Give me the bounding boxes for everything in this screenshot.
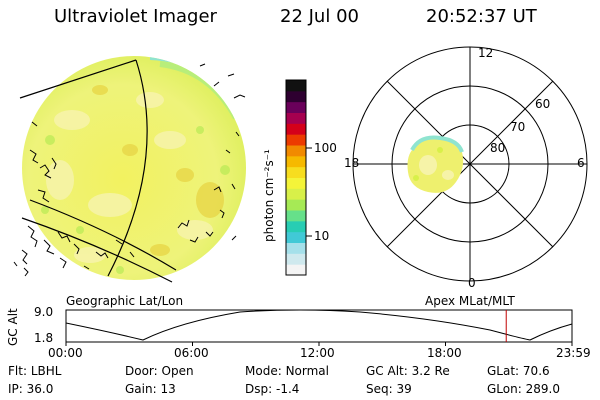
mlt-label-6: 6	[577, 156, 585, 170]
colorbar-cells	[286, 80, 306, 276]
dsp-value: -1.4	[275, 382, 300, 396]
gc-alt-ymax: 9.0	[34, 305, 54, 319]
gain-label: Gain:	[125, 382, 157, 396]
colorbar-cell	[286, 220, 306, 233]
colorbar-unit-label: photon cm⁻²s⁻¹	[262, 149, 276, 242]
dsp-field: Dsp: -1.4	[245, 382, 299, 396]
observation-date: 22 Jul 00	[280, 6, 359, 27]
mode-value: Normal	[285, 364, 329, 378]
altitude-plot	[65, 309, 573, 346]
colorbar-cell	[286, 264, 306, 276]
time-tick-1800: 18:00	[427, 346, 462, 360]
instrument-title: Ultraviolet Imager	[54, 6, 217, 27]
filter-field: Flt: LBHL	[8, 364, 61, 378]
mlt-label-18: 18	[344, 156, 360, 170]
dsp-label: Dsp:	[245, 382, 273, 396]
mode-field: Mode: Normal	[245, 364, 329, 378]
apex-caption: Apex MLat/MLT	[425, 294, 515, 308]
earth-image	[13, 56, 246, 283]
colorbar-cell	[286, 90, 306, 103]
colorbar-cell	[286, 155, 306, 168]
time-tick-0600: 06:00	[174, 346, 209, 360]
seq-label: Seq:	[366, 382, 393, 396]
colorbar-cell	[286, 166, 306, 178]
seq-field: Seq: 39	[366, 382, 412, 396]
time-tick-1200: 12:00	[300, 346, 335, 360]
colorbar-cell	[286, 210, 306, 222]
gain-value: 13	[160, 382, 176, 396]
glon-field: GLon: 289.0	[487, 382, 560, 396]
mlt-label-0: 0	[468, 276, 476, 290]
colorbar-cell	[286, 101, 306, 113]
glon-value: 289.0	[525, 382, 560, 396]
colorbar-tick-10: 10	[314, 229, 330, 243]
door-value: Open	[161, 364, 194, 378]
mode-label: Mode:	[245, 364, 282, 378]
gc-alt-ymin: 1.8	[34, 331, 54, 345]
colorbar-tick-100: 100	[314, 141, 337, 155]
gc-alt-value: 3.2 Re	[411, 364, 450, 378]
colorbar-cell	[286, 177, 306, 189]
ip-value: 36.0	[26, 382, 54, 396]
colorbar-cell	[286, 80, 306, 92]
seq-value: 39	[396, 382, 412, 396]
colorbar	[285, 79, 312, 276]
gc-alt-axis-label: GC Alt	[6, 308, 20, 346]
colorbar-cell	[286, 231, 306, 243]
glon-label: GLon:	[487, 382, 522, 396]
ip-label: IP:	[8, 382, 23, 396]
polar-plot	[352, 46, 588, 282]
colorbar-cell	[286, 188, 306, 200]
glat-value: 70.6	[522, 364, 550, 378]
colorbar-cell	[286, 242, 306, 254]
observation-time: 20:52:37 UT	[426, 6, 537, 27]
glat-label: GLat:	[487, 364, 520, 378]
mlat-label-80: 80	[490, 141, 506, 155]
door-field: Door: Open	[125, 364, 194, 378]
glat-field: GLat: 70.6	[487, 364, 550, 378]
colorbar-cell	[286, 145, 306, 157]
time-tick-2359: 23:59	[556, 346, 591, 360]
colorbar-cell	[286, 253, 306, 265]
colorbar-cell	[286, 123, 306, 135]
colorbar-cell	[286, 112, 306, 124]
time-tick-0000: 00:00	[48, 346, 83, 360]
colorbar-cell	[286, 134, 306, 146]
colorbar-cell	[286, 199, 306, 211]
gc-alt-field: GC Alt: 3.2 Re	[366, 364, 450, 378]
geographic-caption: Geographic Lat/Lon	[66, 294, 184, 308]
ip-field: IP: 36.0	[8, 382, 53, 396]
gc-alt-label: GC Alt:	[366, 364, 408, 378]
mlat-label-70: 70	[510, 120, 526, 134]
auroral-oval	[407, 135, 464, 193]
filter-label: Flt:	[8, 364, 27, 378]
filter-value: LBHL	[30, 364, 62, 378]
mlt-label-12: 12	[478, 46, 494, 60]
mlat-label-60: 60	[535, 97, 551, 111]
gain-field: Gain: 13	[125, 382, 176, 396]
door-label: Door:	[125, 364, 158, 378]
